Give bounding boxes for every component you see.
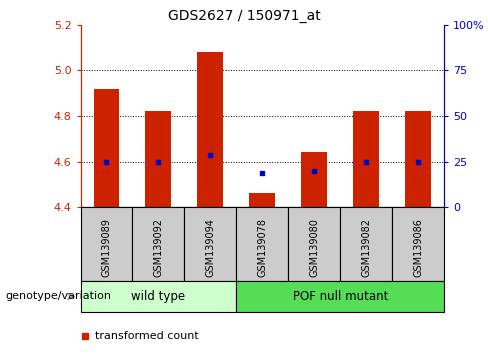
Bar [288, 207, 340, 281]
Bar [392, 207, 444, 281]
Bar [353, 112, 379, 207]
Text: GSM139094: GSM139094 [205, 218, 215, 277]
Bar [132, 207, 184, 281]
Text: wild type: wild type [131, 290, 185, 303]
Bar [301, 153, 327, 207]
Bar [236, 281, 444, 312]
Text: GSM139080: GSM139080 [309, 218, 319, 277]
Bar [184, 207, 236, 281]
Text: GSM139089: GSM139089 [102, 218, 111, 277]
Text: GSM139082: GSM139082 [361, 218, 371, 277]
Text: GSM139086: GSM139086 [413, 218, 423, 277]
Bar [81, 207, 132, 281]
Text: POF null mutant: POF null mutant [292, 290, 388, 303]
Text: genotype/variation: genotype/variation [5, 291, 111, 302]
Bar [81, 281, 236, 312]
Bar [197, 52, 224, 207]
Bar [405, 112, 431, 207]
Bar [236, 207, 288, 281]
Text: GSM139092: GSM139092 [153, 218, 163, 277]
Bar [94, 88, 120, 207]
Bar [249, 193, 275, 207]
Text: transformed count: transformed count [95, 331, 199, 341]
Text: GDS2627 / 150971_at: GDS2627 / 150971_at [167, 9, 321, 23]
Bar [145, 112, 171, 207]
Text: GSM139078: GSM139078 [257, 218, 267, 277]
Bar [340, 207, 392, 281]
